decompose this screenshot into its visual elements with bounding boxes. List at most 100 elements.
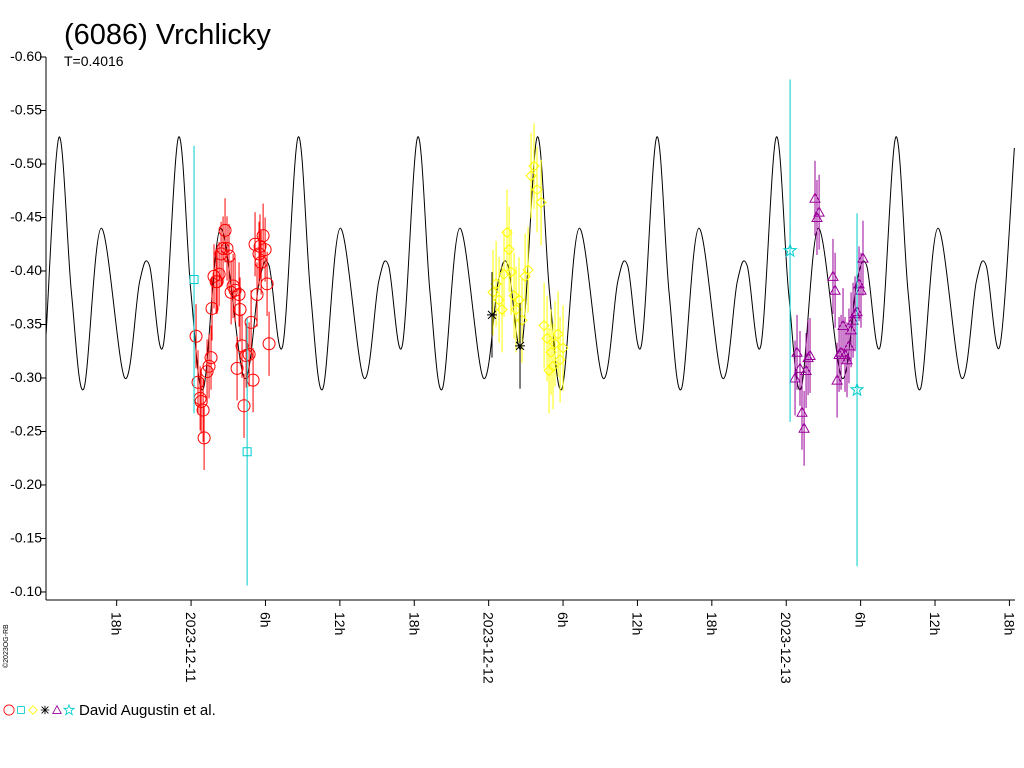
data-point <box>230 361 244 375</box>
chart-title: (6086) Vrchlicky <box>64 19 271 51</box>
data-point <box>252 247 266 261</box>
y-tick-label: -0.45 <box>10 208 42 224</box>
data-point <box>525 170 537 182</box>
data-point <box>487 286 499 299</box>
data-point <box>258 243 272 257</box>
data-point <box>849 382 865 397</box>
data-point <box>505 266 517 278</box>
x-tick-label: 6h <box>555 612 571 628</box>
data-point <box>813 206 825 217</box>
x-tick-label: 12h <box>332 612 348 635</box>
data-point <box>789 371 801 383</box>
data-point <box>196 403 210 417</box>
y-tick-label: -0.25 <box>10 422 42 438</box>
x-tick-label: 6h <box>257 612 273 628</box>
data-point <box>228 283 242 297</box>
data-point <box>827 270 839 281</box>
data-point <box>254 255 268 269</box>
data-point <box>233 303 247 317</box>
data-point <box>239 349 253 363</box>
data-point <box>800 364 812 375</box>
data-point <box>554 354 566 366</box>
legend-symbol <box>40 705 50 715</box>
data-point <box>246 373 260 387</box>
data-point <box>218 223 232 237</box>
legend-symbol <box>52 704 62 714</box>
legend-symbol <box>3 704 15 716</box>
data-point <box>802 351 814 363</box>
data-point <box>798 422 810 433</box>
y-tick-label: -0.20 <box>10 476 42 492</box>
data-point <box>262 337 276 351</box>
data-point <box>857 252 869 263</box>
chart-subtitle: T=0.4016 <box>64 53 124 69</box>
data-point <box>804 349 816 361</box>
data-point <box>522 264 534 276</box>
data-point <box>222 249 236 263</box>
y-tick-label: -0.30 <box>10 369 42 385</box>
data-point <box>232 288 246 302</box>
y-tick-label: -0.35 <box>10 315 42 331</box>
data-point <box>849 307 861 319</box>
legend-symbol <box>28 705 38 715</box>
data-point <box>543 364 555 377</box>
data-point <box>796 406 808 417</box>
data-point <box>503 243 515 256</box>
data-point <box>791 346 803 357</box>
data-point <box>248 237 262 251</box>
data-point <box>528 160 540 172</box>
x-tick-label: 12h <box>629 612 645 635</box>
data-point <box>831 374 843 385</box>
data-point <box>256 229 270 243</box>
data-point <box>513 294 525 306</box>
data-point <box>516 314 528 326</box>
data-point <box>498 268 510 280</box>
x-tick-label: 2023-12-13 <box>778 612 794 684</box>
data-point <box>845 323 857 335</box>
data-point <box>847 314 859 325</box>
data-point <box>487 309 498 320</box>
data-point <box>260 277 274 291</box>
x-tick-label: 18h <box>1001 612 1017 635</box>
data-point <box>829 284 841 295</box>
data-point <box>194 395 208 409</box>
data-point <box>531 183 543 196</box>
data-point <box>833 348 845 359</box>
data-point <box>557 342 569 354</box>
data-point <box>205 301 219 315</box>
data-point <box>202 359 216 373</box>
y-tick-label: -0.15 <box>10 529 42 545</box>
data-point <box>496 303 508 316</box>
data-point <box>501 226 513 239</box>
data-point <box>552 328 564 340</box>
data-point <box>204 351 218 365</box>
legend-label: David Augustin et al. <box>79 702 216 719</box>
y-tick-label: -0.60 <box>10 48 42 64</box>
x-tick-label: 18h <box>406 612 422 635</box>
y-tick-label: -0.55 <box>10 101 42 117</box>
x-tick-label: 18h <box>704 612 720 635</box>
data-point <box>235 339 249 353</box>
data-point <box>837 319 849 331</box>
data-point <box>493 294 505 306</box>
data-point <box>811 211 823 222</box>
data-point <box>538 319 550 332</box>
data-point <box>549 338 561 350</box>
data-point <box>189 329 203 343</box>
data-point <box>510 303 522 316</box>
data-point <box>250 288 264 302</box>
x-tick-label: 2023-12-12 <box>481 612 497 684</box>
data-point <box>841 353 853 365</box>
data-point <box>541 332 553 345</box>
data-point <box>545 346 557 359</box>
y-tick-label: -0.50 <box>10 155 42 171</box>
data-point <box>490 278 502 290</box>
data-point <box>843 339 855 351</box>
x-tick-label: 6h <box>853 612 869 628</box>
legend-symbol <box>17 706 25 714</box>
data-point <box>189 275 199 285</box>
x-tick-label: 2023-12-11 <box>183 612 199 683</box>
legend-symbol <box>62 703 76 716</box>
